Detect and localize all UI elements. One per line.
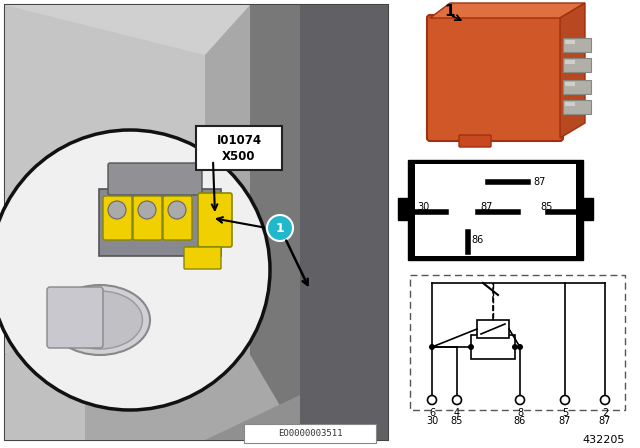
Circle shape [600, 396, 609, 405]
Circle shape [168, 201, 186, 219]
FancyBboxPatch shape [565, 82, 575, 86]
FancyBboxPatch shape [133, 196, 162, 240]
FancyBboxPatch shape [563, 100, 591, 114]
FancyBboxPatch shape [459, 135, 491, 147]
Text: 87: 87 [480, 202, 492, 212]
Circle shape [517, 344, 523, 350]
FancyBboxPatch shape [565, 40, 575, 44]
Ellipse shape [50, 285, 150, 355]
Polygon shape [5, 305, 85, 440]
Text: X500: X500 [222, 150, 256, 163]
FancyBboxPatch shape [563, 58, 591, 72]
FancyBboxPatch shape [398, 198, 409, 220]
Text: 85: 85 [540, 202, 552, 212]
Text: 85: 85 [451, 416, 463, 426]
Polygon shape [85, 395, 300, 440]
FancyBboxPatch shape [582, 198, 593, 220]
Polygon shape [85, 5, 300, 440]
Text: EO0000003511: EO0000003511 [278, 428, 342, 438]
Circle shape [108, 201, 126, 219]
FancyBboxPatch shape [565, 60, 575, 64]
Text: 86: 86 [514, 416, 526, 426]
Circle shape [428, 396, 436, 405]
FancyBboxPatch shape [471, 335, 515, 359]
Circle shape [561, 396, 570, 405]
FancyBboxPatch shape [396, 0, 640, 448]
FancyBboxPatch shape [196, 126, 282, 170]
Circle shape [515, 396, 525, 405]
FancyBboxPatch shape [47, 287, 103, 348]
Text: 1: 1 [445, 4, 455, 20]
Text: 6: 6 [429, 408, 435, 418]
FancyBboxPatch shape [563, 38, 591, 52]
Text: 87: 87 [533, 177, 545, 187]
Text: 4: 4 [454, 408, 460, 418]
Text: 87: 87 [559, 416, 571, 426]
Text: 30: 30 [417, 202, 429, 212]
FancyBboxPatch shape [198, 193, 232, 247]
FancyBboxPatch shape [108, 163, 202, 195]
Ellipse shape [58, 291, 143, 349]
Circle shape [138, 201, 156, 219]
Circle shape [452, 396, 461, 405]
FancyBboxPatch shape [184, 247, 221, 269]
FancyBboxPatch shape [5, 5, 388, 440]
Circle shape [0, 130, 270, 410]
Text: 87: 87 [599, 416, 611, 426]
Text: 86: 86 [471, 235, 483, 245]
Polygon shape [5, 5, 388, 185]
Circle shape [429, 344, 435, 350]
Text: 5: 5 [562, 408, 568, 418]
Polygon shape [250, 5, 388, 440]
Text: 2: 2 [602, 408, 608, 418]
FancyBboxPatch shape [408, 160, 583, 260]
FancyBboxPatch shape [477, 320, 509, 338]
Text: I01074: I01074 [216, 134, 262, 147]
Text: 8: 8 [517, 408, 523, 418]
Polygon shape [430, 3, 585, 18]
Text: 30: 30 [426, 416, 438, 426]
Polygon shape [5, 5, 205, 355]
FancyBboxPatch shape [99, 189, 221, 256]
FancyBboxPatch shape [244, 424, 376, 443]
FancyBboxPatch shape [415, 164, 576, 256]
Polygon shape [560, 3, 585, 138]
FancyBboxPatch shape [565, 102, 575, 106]
Circle shape [512, 344, 518, 350]
FancyBboxPatch shape [163, 196, 192, 240]
FancyBboxPatch shape [300, 5, 388, 440]
Text: 1: 1 [276, 221, 284, 234]
Text: 432205: 432205 [582, 435, 625, 445]
FancyBboxPatch shape [563, 80, 591, 94]
FancyBboxPatch shape [103, 196, 132, 240]
Circle shape [267, 215, 293, 241]
FancyBboxPatch shape [427, 15, 563, 141]
Circle shape [468, 344, 474, 350]
